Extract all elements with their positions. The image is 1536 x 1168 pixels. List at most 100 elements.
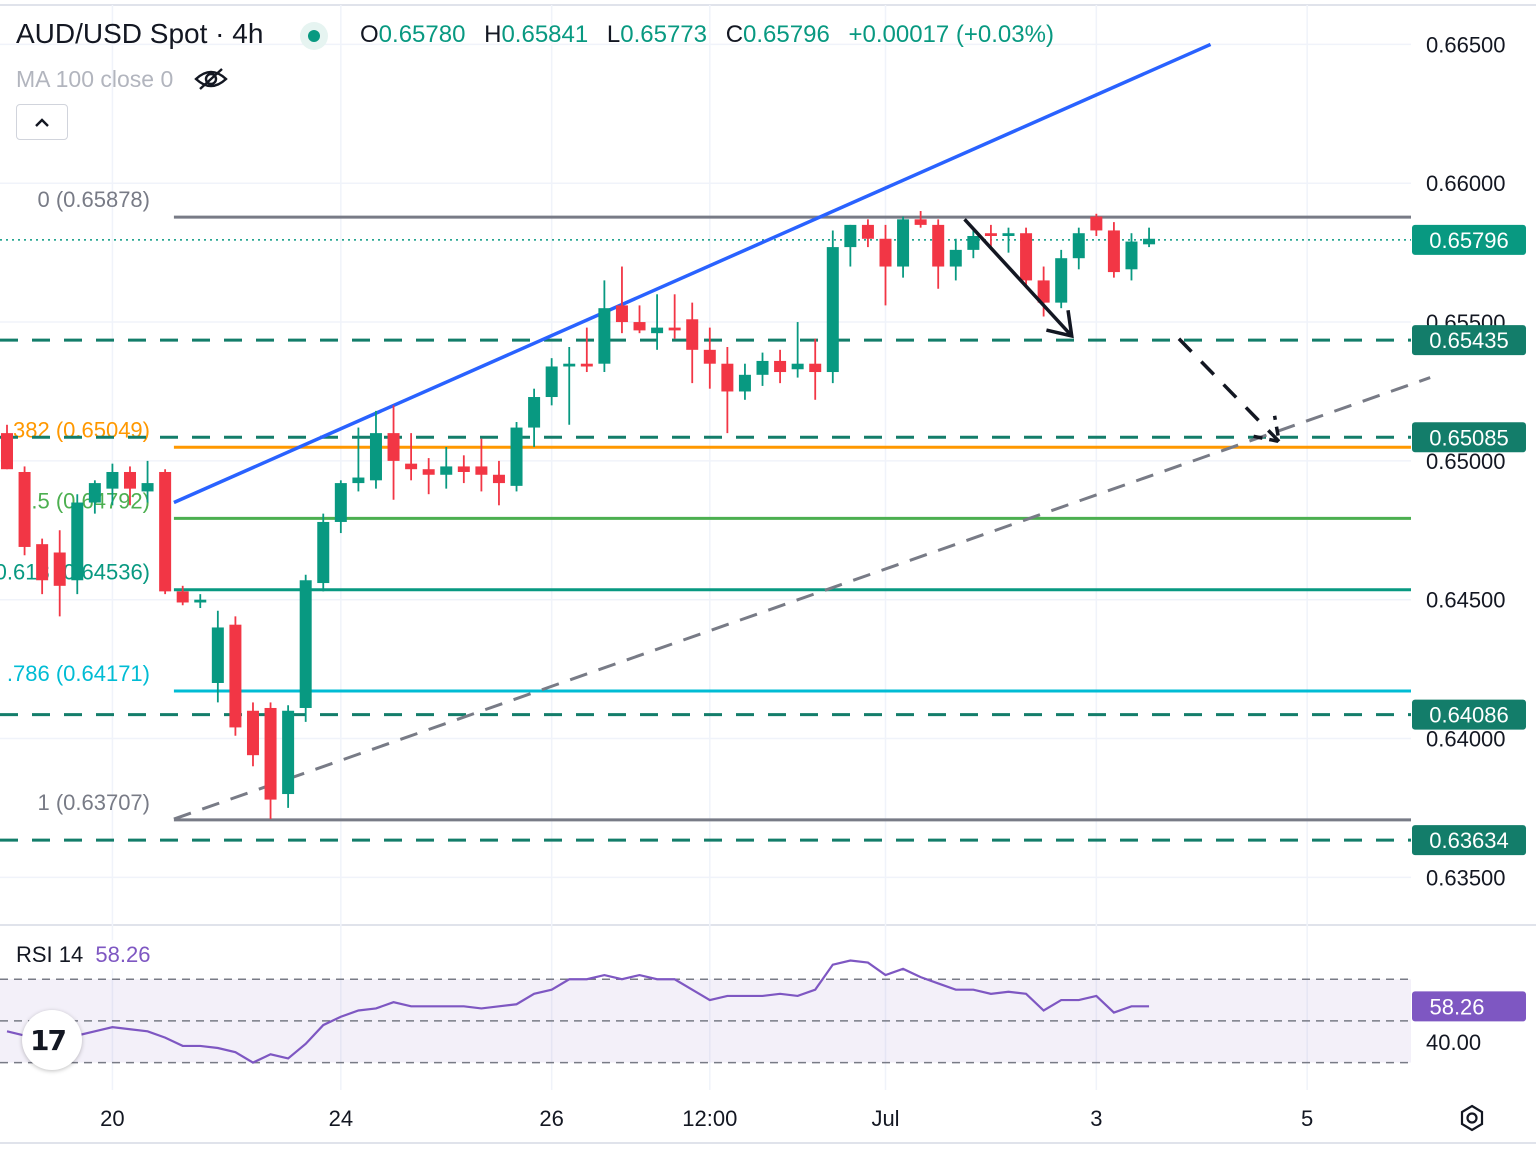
candle <box>352 427 365 492</box>
ma-indicator-label[interactable]: MA 100 close 0 <box>16 66 228 93</box>
candle <box>88 480 101 514</box>
candle-body <box>1002 233 1015 236</box>
candle-body <box>844 224 857 248</box>
candle <box>1020 227 1033 286</box>
time-tick-label: 5 <box>1301 1106 1313 1131</box>
candle <box>861 219 874 248</box>
candle-body <box>123 471 136 489</box>
rsi-pane: 40.00 58.26 <box>0 959 1526 1064</box>
badge-bg <box>1412 325 1526 356</box>
candle-body <box>1 433 13 470</box>
candle <box>615 266 628 334</box>
candle-body <box>352 477 365 484</box>
candle <box>36 538 49 595</box>
candle <box>18 466 31 556</box>
rsi-legend[interactable]: RSI 14 58.26 <box>8 940 159 970</box>
chevron-up-icon <box>35 118 49 127</box>
candle <box>1143 227 1156 248</box>
arrow-head <box>1253 415 1282 444</box>
high-value: 0.65841 <box>501 21 589 48</box>
candle <box>563 347 576 425</box>
candle-body <box>71 502 84 581</box>
candle-body <box>369 433 382 481</box>
candle-body <box>387 433 400 461</box>
market-status-icon <box>300 22 328 50</box>
candle <box>633 305 646 334</box>
symbol-title[interactable]: AUD/USD Spot · 4h <box>16 18 264 49</box>
candle <box>1 424 13 470</box>
candle <box>71 494 84 595</box>
ohlc-readout: O0.65780 H0.65841 L0.65773 C0.65796 +0.0… <box>360 21 1066 49</box>
candle-body <box>721 363 734 392</box>
candle <box>738 363 751 400</box>
sr-price-badge: 0.63634 <box>1412 825 1526 856</box>
open-value: 0.65780 <box>378 21 466 48</box>
grid <box>0 5 1411 1090</box>
candle-body <box>334 483 347 522</box>
candle-body <box>598 308 611 364</box>
time-tick-label: 3 <box>1090 1106 1102 1131</box>
candle-body <box>18 471 31 547</box>
badge-bg <box>1412 422 1526 453</box>
candle-body <box>194 599 207 603</box>
badge-text: 0.65796 <box>1429 228 1509 253</box>
candle <box>282 705 295 808</box>
candle-body <box>317 521 330 584</box>
projection-arrow <box>1177 337 1282 444</box>
collapse-legend-button[interactable] <box>16 104 68 140</box>
candle <box>457 455 470 484</box>
candle <box>299 574 312 722</box>
candle <box>826 230 839 384</box>
candle-body <box>861 224 874 239</box>
upper-trendline <box>173 42 1212 505</box>
fib-label-0.5: 0.5 (0.64792) <box>19 488 150 513</box>
price-axis: 0.665000.660000.655000.650000.645000.640… <box>1426 32 1506 890</box>
tradingview-logo[interactable]: 17 <box>22 1010 82 1070</box>
candle <box>879 224 892 306</box>
candle <box>141 460 154 503</box>
candle <box>53 530 66 617</box>
time-axis: 20 24 26 12:00 Jul 3 5 <box>100 1106 1313 1131</box>
candle-body <box>967 235 980 250</box>
candle <box>580 327 593 373</box>
candle <box>159 469 172 595</box>
arrow-shaft <box>1177 337 1281 443</box>
candle <box>264 702 277 820</box>
candle-body <box>686 319 699 350</box>
candle-body <box>176 591 189 603</box>
badge-text: 0.65435 <box>1429 328 1509 353</box>
rsi-line <box>6 959 1150 1064</box>
candle <box>1072 227 1085 270</box>
candle <box>106 463 119 506</box>
candle-body <box>633 322 646 331</box>
candle-body <box>1125 241 1138 270</box>
fibonacci-retracement: 0 (0.65878).382 (0.65049)0.5 (0.64792)0.… <box>0 187 1411 822</box>
candle-body <box>141 483 154 492</box>
badge-bg <box>1412 991 1526 1022</box>
candle-body <box>774 360 787 373</box>
candle <box>1055 249 1068 309</box>
price-tick-label: 0.65000 <box>1426 449 1506 474</box>
candle-body <box>1090 216 1103 231</box>
badge-text: 0.64086 <box>1429 703 1509 728</box>
candle <box>317 513 330 592</box>
low-key: L <box>606 21 621 48</box>
candle-body <box>984 233 997 236</box>
rsi-value-badge: 58.26 <box>1412 991 1526 1022</box>
candle-body <box>932 224 945 267</box>
change-value: +0.00017 (+0.03%) <box>848 21 1054 48</box>
rsi-value: 58.26 <box>95 942 151 967</box>
candle-body <box>53 552 66 586</box>
badge-bg <box>1412 699 1526 730</box>
candle-body <box>1055 258 1068 303</box>
candle-body <box>264 707 277 800</box>
candle-body <box>405 463 418 470</box>
candle-body <box>36 544 49 581</box>
sr-price-badge: 0.64086 <box>1412 699 1526 730</box>
projection-arrow <box>963 218 1074 339</box>
candle <box>1107 222 1120 278</box>
candle-body <box>457 466 470 472</box>
eye-hidden-icon[interactable] <box>193 67 228 91</box>
gear-icon[interactable] <box>1458 1104 1486 1132</box>
